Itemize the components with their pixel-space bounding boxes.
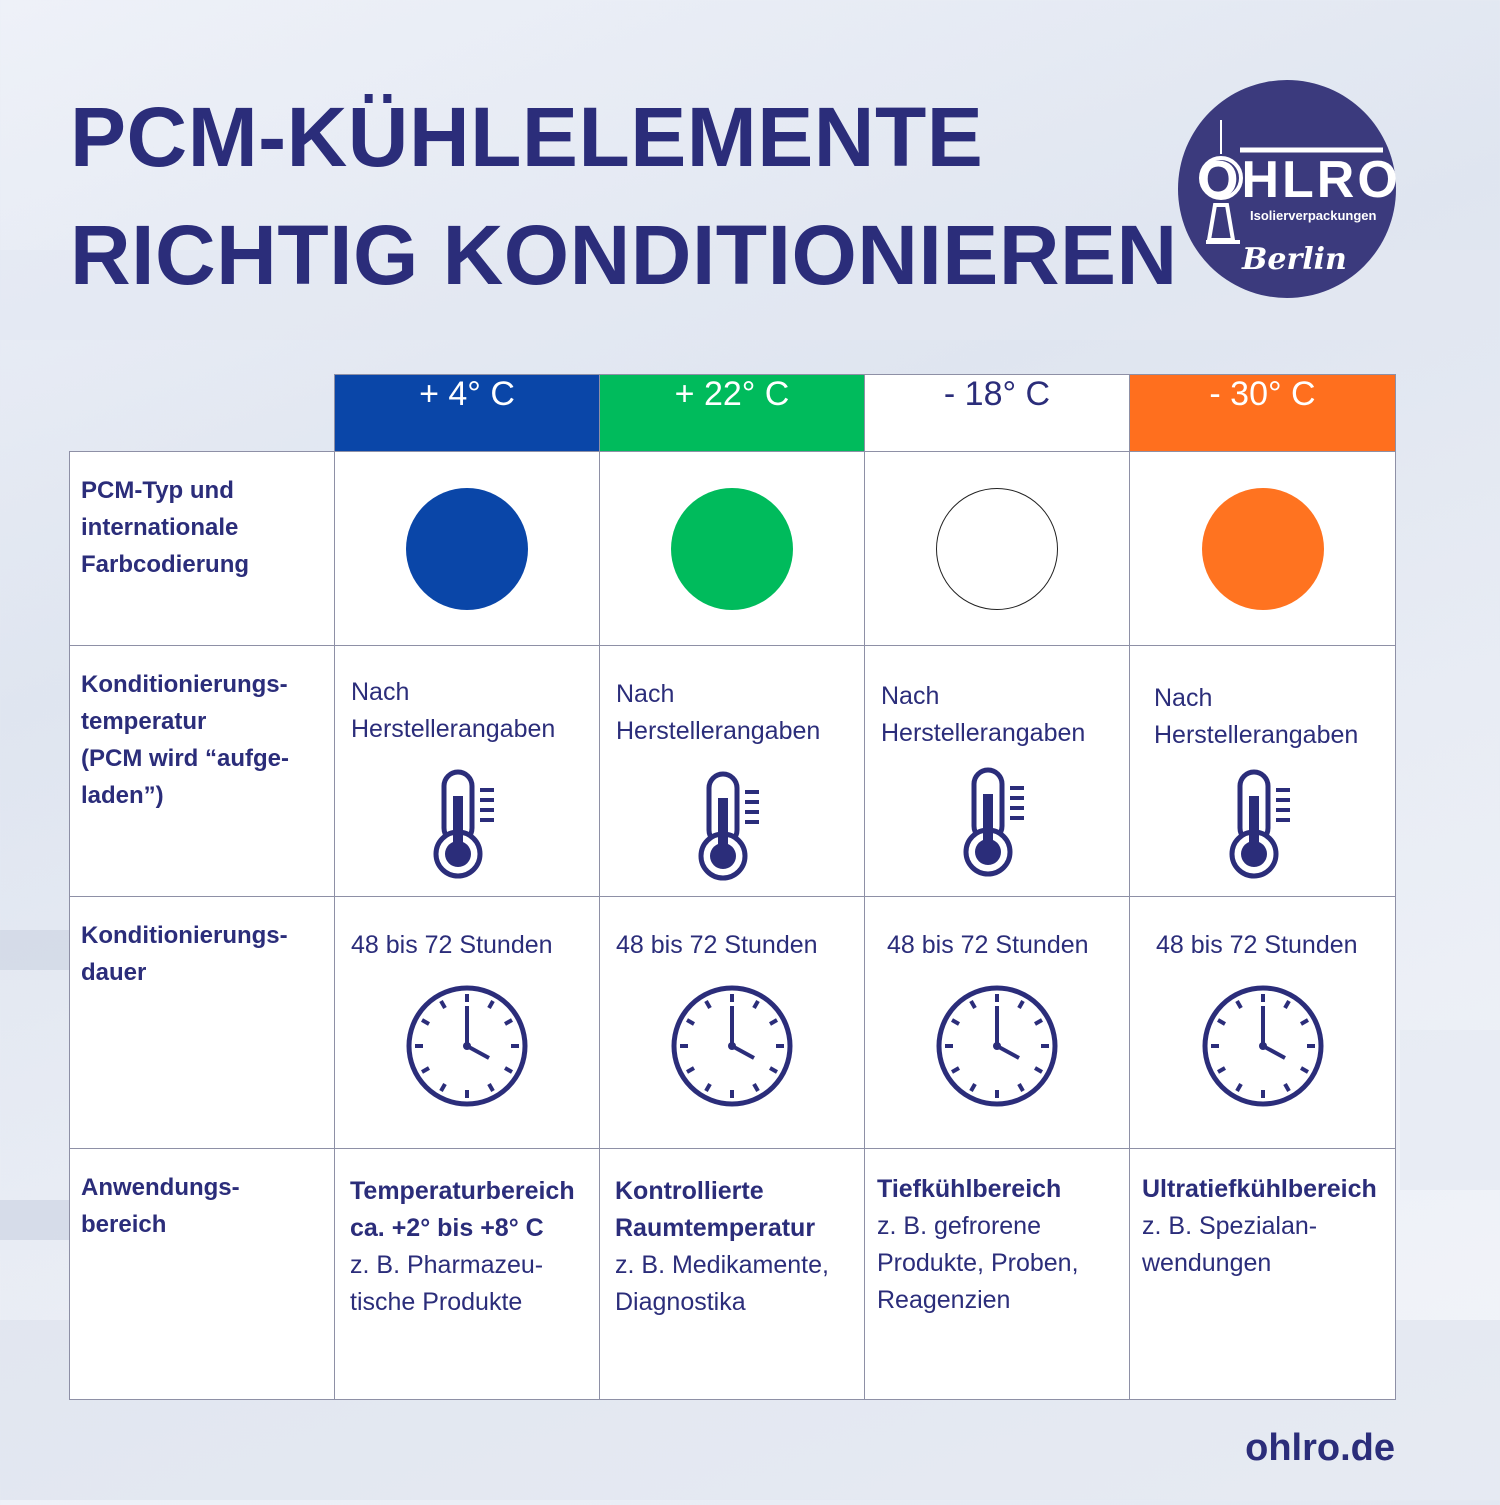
pcm-table: + 4° C + 22° C - 18° C - 30° C PCM-Typ u… — [69, 374, 1396, 1400]
duration-text: 48 bis 72 Stunden — [351, 931, 553, 959]
row-label-conditioning-temp: Konditionierungs- temperatur (PCM wird “… — [81, 671, 289, 809]
application-cell: Temperaturbereich ca. +2° bis +8° C z. B… — [335, 1149, 585, 1321]
row-label-application: Anwendungs- bereich — [81, 1174, 240, 1238]
duration-text: 48 bis 72 Stunden — [1156, 931, 1358, 959]
conditioning-temp-text: Nach Herstellerangaben — [351, 678, 556, 743]
header-row: + 4° C + 22° C - 18° C - 30° C — [70, 374, 1396, 452]
color-dot-blue — [406, 487, 528, 610]
clock-icon — [1130, 984, 1395, 1108]
row-label-duration: Konditionierungs- dauer — [81, 922, 288, 986]
page-title-line1: PCM-KÜHLELEMENTE — [70, 90, 984, 184]
thermometer-icon — [335, 768, 599, 880]
application-cell: Kontrollierte Raumtemperatur z. B. Medik… — [600, 1149, 857, 1321]
header-temp-22: + 22° C — [599, 374, 865, 452]
color-dot-green — [671, 487, 793, 610]
header-temp-minus-30: - 30° C — [1129, 374, 1396, 452]
conditioning-temp-text: Nach Herstellerangaben — [1154, 684, 1359, 749]
logo-name: OHLRO — [1198, 151, 1401, 209]
conditioning-temp-text: Nach Herstellerangaben — [881, 682, 1086, 747]
row-label-type: PCM-Typ und internationale Farbcodierung — [81, 477, 250, 578]
thermometer-icon — [865, 766, 1129, 878]
ohlro-logo: OHLRO Isolierverpackungen Berlin — [1178, 80, 1398, 298]
table-row-duration: Konditionierungs- dauer 48 bis 72 Stunde… — [69, 896, 1396, 1149]
conditioning-temp-text: Nach Herstellerangaben — [616, 680, 821, 745]
application-text: z. B. gefrorene Produkte, Proben, Reagen… — [877, 1212, 1079, 1314]
color-dot-orange — [1201, 487, 1324, 610]
application-heading: Ultratiefkühlbereich — [1142, 1175, 1377, 1203]
header-temp-4: + 4° C — [334, 374, 600, 452]
thermometer-icon — [600, 770, 864, 882]
page-title: PCM-KÜHLELEMENTE RICHTIG KONDITIONIEREN — [70, 78, 1178, 314]
application-heading: Temperaturbereich ca. +2° bis +8° C — [350, 1177, 575, 1242]
logo-city: Berlin — [1242, 242, 1347, 277]
clock-icon — [865, 984, 1129, 1108]
logo-subtitle: Isolierverpackungen — [1250, 208, 1377, 223]
application-heading: Kontrollierte Raumtemperatur — [615, 1177, 816, 1242]
table-row-application: Anwendungs- bereich Temperaturbereich ca… — [69, 1148, 1396, 1400]
application-text: z. B. Medikamente, Diagnostika — [615, 1251, 829, 1316]
thermometer-icon — [1130, 768, 1395, 880]
application-text: z. B. Spezialan-wendungen — [1142, 1212, 1318, 1277]
duration-text: 48 bis 72 Stunden — [887, 931, 1089, 959]
header-empty-cell — [70, 375, 335, 452]
header-temp-minus-18: - 18° C — [864, 374, 1130, 452]
table-row-type: PCM-Typ und internationale Farbcodierung — [69, 451, 1396, 646]
application-cell: Ultratiefkühlbereich z. B. Spezialan-wen… — [1130, 1149, 1392, 1282]
page-title-line2: RICHTIG KONDITIONIEREN — [70, 208, 1178, 302]
table-row-conditioning-temp: Konditionierungs- temperatur (PCM wird “… — [69, 645, 1396, 897]
duration-text: 48 bis 72 Stunden — [616, 931, 818, 959]
color-dot-white — [936, 487, 1058, 610]
application-heading: Tiefkühlbereich — [877, 1175, 1062, 1203]
clock-icon — [335, 984, 599, 1108]
website-link[interactable]: ohlro.de — [1245, 1427, 1395, 1469]
clock-icon — [600, 984, 864, 1108]
application-cell: Tiefkühlbereich z. B. gefrorene Produkte… — [865, 1149, 1117, 1319]
application-text: z. B. Pharmazeu-tische Produkte — [350, 1251, 544, 1316]
